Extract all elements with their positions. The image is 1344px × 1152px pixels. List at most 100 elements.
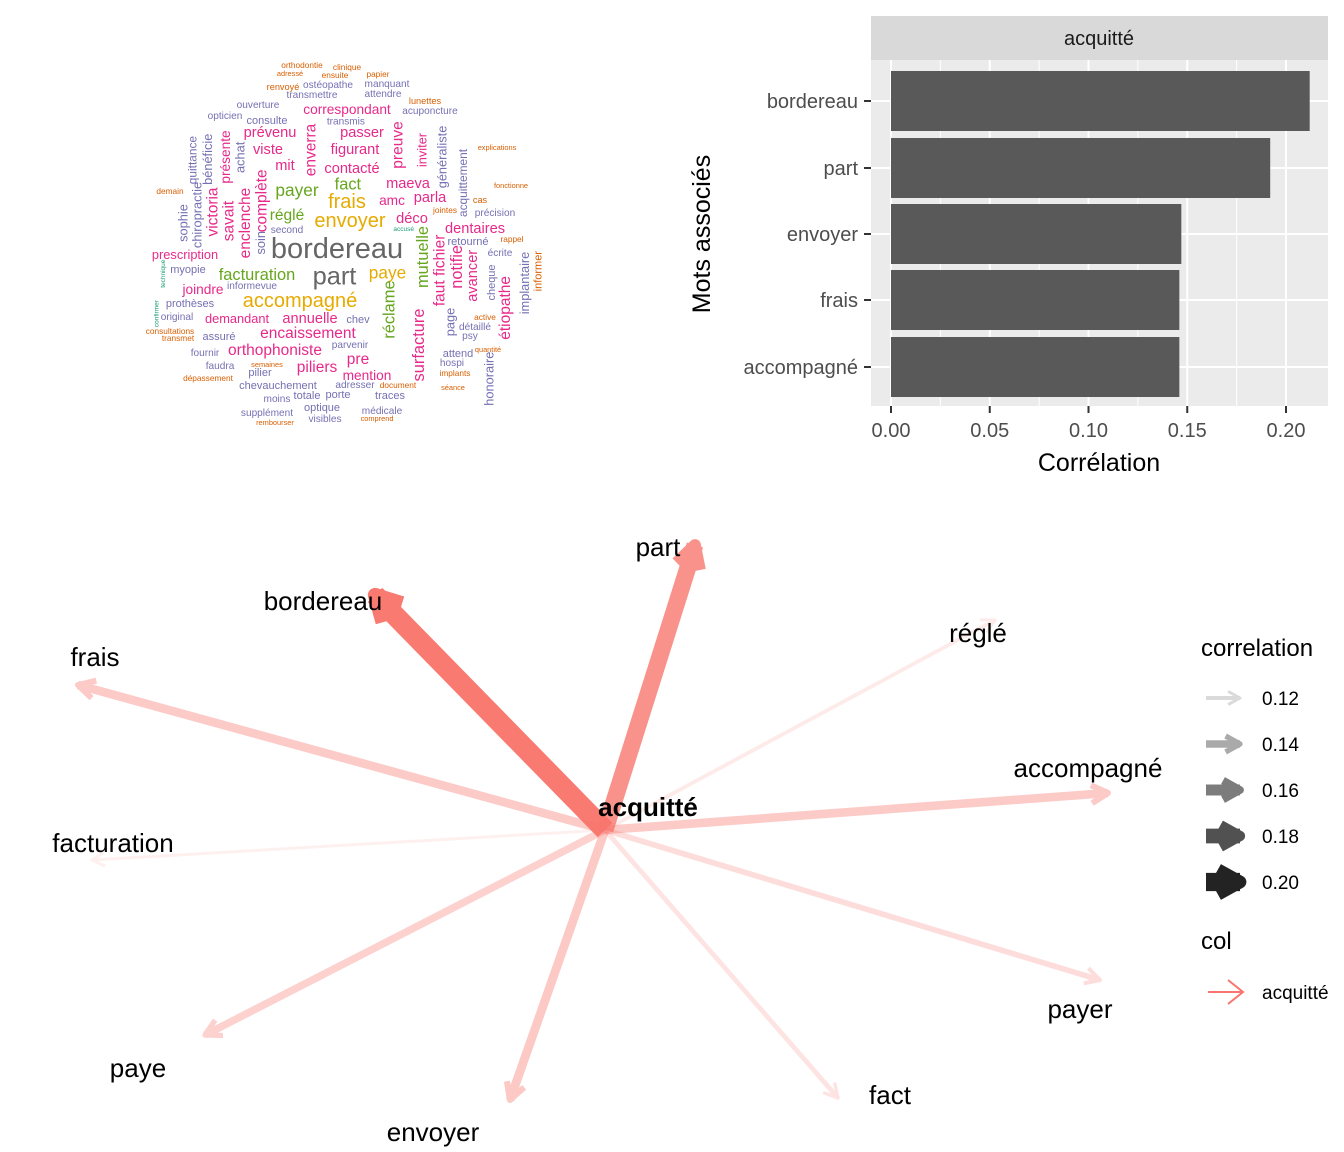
word-cloud-word: réglé bbox=[270, 207, 304, 224]
word-cloud-item: sophie bbox=[175, 204, 190, 242]
word-cloud-word: hospi bbox=[440, 358, 464, 369]
word-cloud-word: consultations bbox=[146, 326, 194, 336]
word-cloud-item: séance bbox=[441, 383, 465, 392]
word-cloud-word: accompagné bbox=[243, 290, 358, 312]
legend-level-label: 0.16 bbox=[1262, 781, 1299, 802]
edge-accompagné bbox=[604, 782, 1111, 835]
word-cloud-word: ostéopathe bbox=[303, 80, 353, 91]
word-cloud-item: second bbox=[271, 225, 304, 236]
word-cloud-word: semaines bbox=[251, 360, 283, 369]
word-cloud-word: enclenche bbox=[237, 188, 254, 259]
arrow-icon bbox=[1227, 979, 1245, 1005]
arrowhead-icon bbox=[90, 851, 106, 868]
word-cloud-word: facturation bbox=[219, 266, 296, 284]
word-cloud-word: clinique bbox=[333, 62, 362, 72]
arrowhead-icon bbox=[75, 677, 98, 701]
word-cloud-item: original bbox=[161, 312, 194, 323]
arrowhead-icon bbox=[1227, 690, 1242, 706]
word-cloud-item: savait bbox=[221, 200, 238, 241]
word-cloud-item: frais bbox=[328, 191, 366, 213]
word-cloud-item: généraliste bbox=[434, 126, 449, 189]
word-cloud-word: chev bbox=[346, 314, 370, 326]
word-cloud-item: renvoyé bbox=[267, 82, 300, 92]
edge-line bbox=[604, 827, 1101, 983]
word-cloud-item: détaillé bbox=[459, 322, 491, 333]
word-cloud-word: envoyer bbox=[314, 210, 385, 232]
word-cloud-word: fact bbox=[335, 176, 362, 194]
x-tick-label: 0.05 bbox=[970, 420, 1009, 442]
word-cloud-item: lunettes bbox=[409, 96, 442, 106]
word-cloud-word: généraliste bbox=[434, 126, 449, 189]
word-cloud-item: fact bbox=[335, 176, 362, 194]
word-cloud-item: notifie bbox=[448, 245, 466, 289]
word-cloud-word: informevue bbox=[227, 281, 277, 292]
word-cloud-item: chevauchement bbox=[239, 380, 317, 392]
arrowhead-icon bbox=[503, 1080, 527, 1104]
word-cloud-item: réglé bbox=[270, 207, 304, 224]
word-cloud-word: transmettre bbox=[286, 90, 337, 101]
node-label: envoyer bbox=[387, 1117, 480, 1147]
word-cloud-item: accompagné bbox=[243, 290, 358, 312]
bar-accompagné bbox=[891, 337, 1180, 397]
edge-line bbox=[203, 826, 607, 1039]
word-cloud-word: savait bbox=[221, 200, 238, 241]
word-cloud-item: transmis bbox=[327, 117, 365, 128]
x-tick-label: 0.20 bbox=[1267, 420, 1306, 442]
word-cloud-word: surfacture bbox=[410, 309, 428, 382]
word-cloud-word: comprend bbox=[361, 414, 394, 423]
edge-réglé bbox=[604, 618, 997, 832]
word-cloud-word: traces bbox=[375, 390, 405, 402]
word-cloud-item: papier bbox=[366, 69, 389, 79]
word-cloud-item: adressé bbox=[277, 69, 303, 78]
word-cloud-word: jointes bbox=[432, 205, 457, 215]
word-cloud-item: mutuelle bbox=[414, 226, 432, 288]
legend-level-label: 0.14 bbox=[1262, 735, 1299, 756]
word-cloud-item: informer bbox=[532, 251, 544, 292]
word-cloud-word: ouverture bbox=[237, 100, 280, 111]
word-cloud-word: accusé bbox=[393, 226, 414, 233]
word-cloud-item: bénéficie bbox=[200, 134, 215, 185]
y-tick-label: accompagné bbox=[743, 357, 858, 379]
arrowhead-icon bbox=[1089, 782, 1111, 806]
legend-key bbox=[1206, 864, 1247, 900]
bar-bordereau bbox=[891, 71, 1310, 131]
edge-line bbox=[596, 542, 704, 833]
arrowhead-icon bbox=[1224, 733, 1243, 755]
edge-facturation bbox=[90, 828, 606, 868]
word-cloud-item: mit bbox=[275, 158, 294, 174]
word-cloud-item: enclenche bbox=[237, 188, 254, 259]
word-cloud-item: retourné bbox=[448, 236, 489, 248]
word-cloud-word: transmis bbox=[327, 117, 365, 128]
network-graph: facturation réglé fact payer paye accompagné f… bbox=[52, 532, 1162, 1147]
facet-label: acquitté bbox=[1064, 28, 1134, 50]
arrowhead-icon bbox=[202, 1018, 224, 1039]
word-cloud-word: supplément bbox=[241, 408, 293, 419]
legend-key bbox=[1206, 690, 1242, 706]
edge-line bbox=[603, 828, 840, 1100]
word-cloud-word: annuelle bbox=[282, 311, 337, 327]
word-cloud-item: demandant bbox=[205, 311, 269, 326]
legend-title-col: col bbox=[1201, 928, 1232, 955]
word-cloud-item: enverra bbox=[302, 123, 319, 176]
word-cloud-word: encaissement bbox=[260, 325, 356, 342]
node-label: fact bbox=[869, 1080, 912, 1110]
word-cloud-item: viste bbox=[253, 142, 283, 158]
word-cloud-item: facturation bbox=[219, 266, 296, 284]
arrowhead-icon bbox=[979, 618, 997, 634]
word-cloud-item: mention bbox=[343, 368, 392, 383]
word-cloud-word: piliers bbox=[297, 359, 338, 376]
word-cloud-item: rembourser bbox=[256, 418, 294, 427]
word-cloud-item: correspondant bbox=[303, 102, 391, 117]
word-cloud-item: ostéopathe bbox=[303, 80, 353, 91]
edge-fact bbox=[603, 828, 840, 1100]
edge-paye bbox=[202, 826, 607, 1039]
word-cloud-item: joindre bbox=[181, 282, 223, 297]
word-cloud-word: maeva bbox=[386, 176, 431, 192]
word-cloud-item: adresser bbox=[335, 380, 375, 391]
word-cloud-word: document bbox=[380, 380, 417, 390]
word-cloud-word: mutuelle bbox=[414, 226, 432, 288]
word-cloud-word: quantité bbox=[475, 345, 501, 354]
word-cloud-word: implantaire bbox=[517, 252, 532, 315]
edge-envoyer bbox=[503, 828, 610, 1104]
